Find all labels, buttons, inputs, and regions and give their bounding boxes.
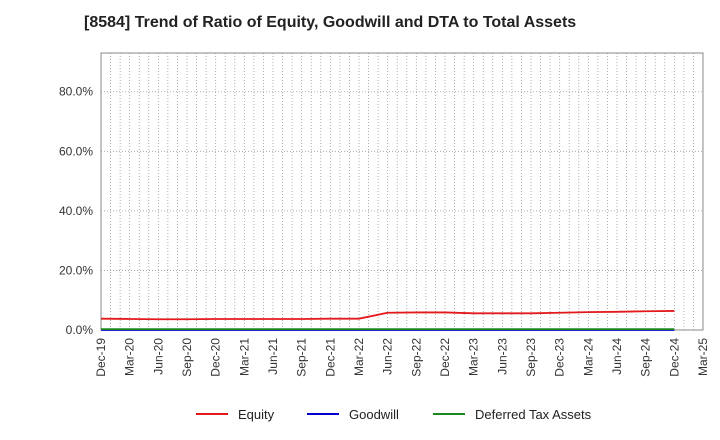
grid xyxy=(100,53,704,331)
legend-label: Equity xyxy=(238,407,275,422)
y-tick-label: 60.0% xyxy=(59,144,93,158)
x-tick-label: Mar-22 xyxy=(352,338,366,376)
y-axis: 0.0% 20.0% 40.0% 60.0% 80.0% xyxy=(59,85,93,337)
x-tick-label: Sep-22 xyxy=(409,338,423,377)
chart-title: [8584] Trend of Ratio of Equity, Goodwil… xyxy=(84,14,577,31)
series-lines xyxy=(100,310,675,331)
x-tick-label: Dec-24 xyxy=(667,338,681,377)
plot-area xyxy=(100,52,704,331)
x-tick-label: Jun-24 xyxy=(610,338,624,375)
x-tick-label: Sep-21 xyxy=(295,338,309,377)
x-tick-label: Sep-24 xyxy=(639,338,653,377)
y-tick-label: 40.0% xyxy=(59,204,93,218)
x-tick-label: Mar-20 xyxy=(123,338,137,376)
legend-label: Deferred Tax Assets xyxy=(475,407,592,422)
y-tick-label: 80.0% xyxy=(59,85,93,99)
x-tick-label: Dec-20 xyxy=(209,338,223,377)
x-tick-label: Dec-23 xyxy=(553,338,567,377)
x-tick-label: Dec-19 xyxy=(94,338,108,377)
legend-label: Goodwill xyxy=(349,407,399,422)
x-tick-label: Mar-24 xyxy=(581,338,595,376)
x-tick-label: Dec-21 xyxy=(323,338,337,377)
series-line-equity xyxy=(100,310,675,321)
x-tick-label: Mar-25 xyxy=(696,338,710,376)
x-tick-label: Mar-23 xyxy=(467,338,481,376)
x-tick-label: Sep-23 xyxy=(524,338,538,377)
legend: Equity Goodwill Deferred Tax Assets xyxy=(196,407,592,422)
y-tick-label: 0.0% xyxy=(66,323,94,337)
y-tick-label: 20.0% xyxy=(59,263,93,277)
x-tick-label: Jun-23 xyxy=(495,338,509,375)
x-tick-label: Mar-21 xyxy=(237,338,251,376)
x-axis: Dec-19 Mar-20 Jun-20 Sep-20 Dec-20 Mar-21 Jun-… xyxy=(94,338,710,377)
x-tick-label: Jun-20 xyxy=(151,338,165,375)
x-tick-label: Jun-21 xyxy=(266,338,280,375)
x-tick-label: Jun-22 xyxy=(381,338,395,375)
x-tick-label: Sep-20 xyxy=(180,338,194,377)
x-tick-label: Dec-22 xyxy=(438,338,452,377)
